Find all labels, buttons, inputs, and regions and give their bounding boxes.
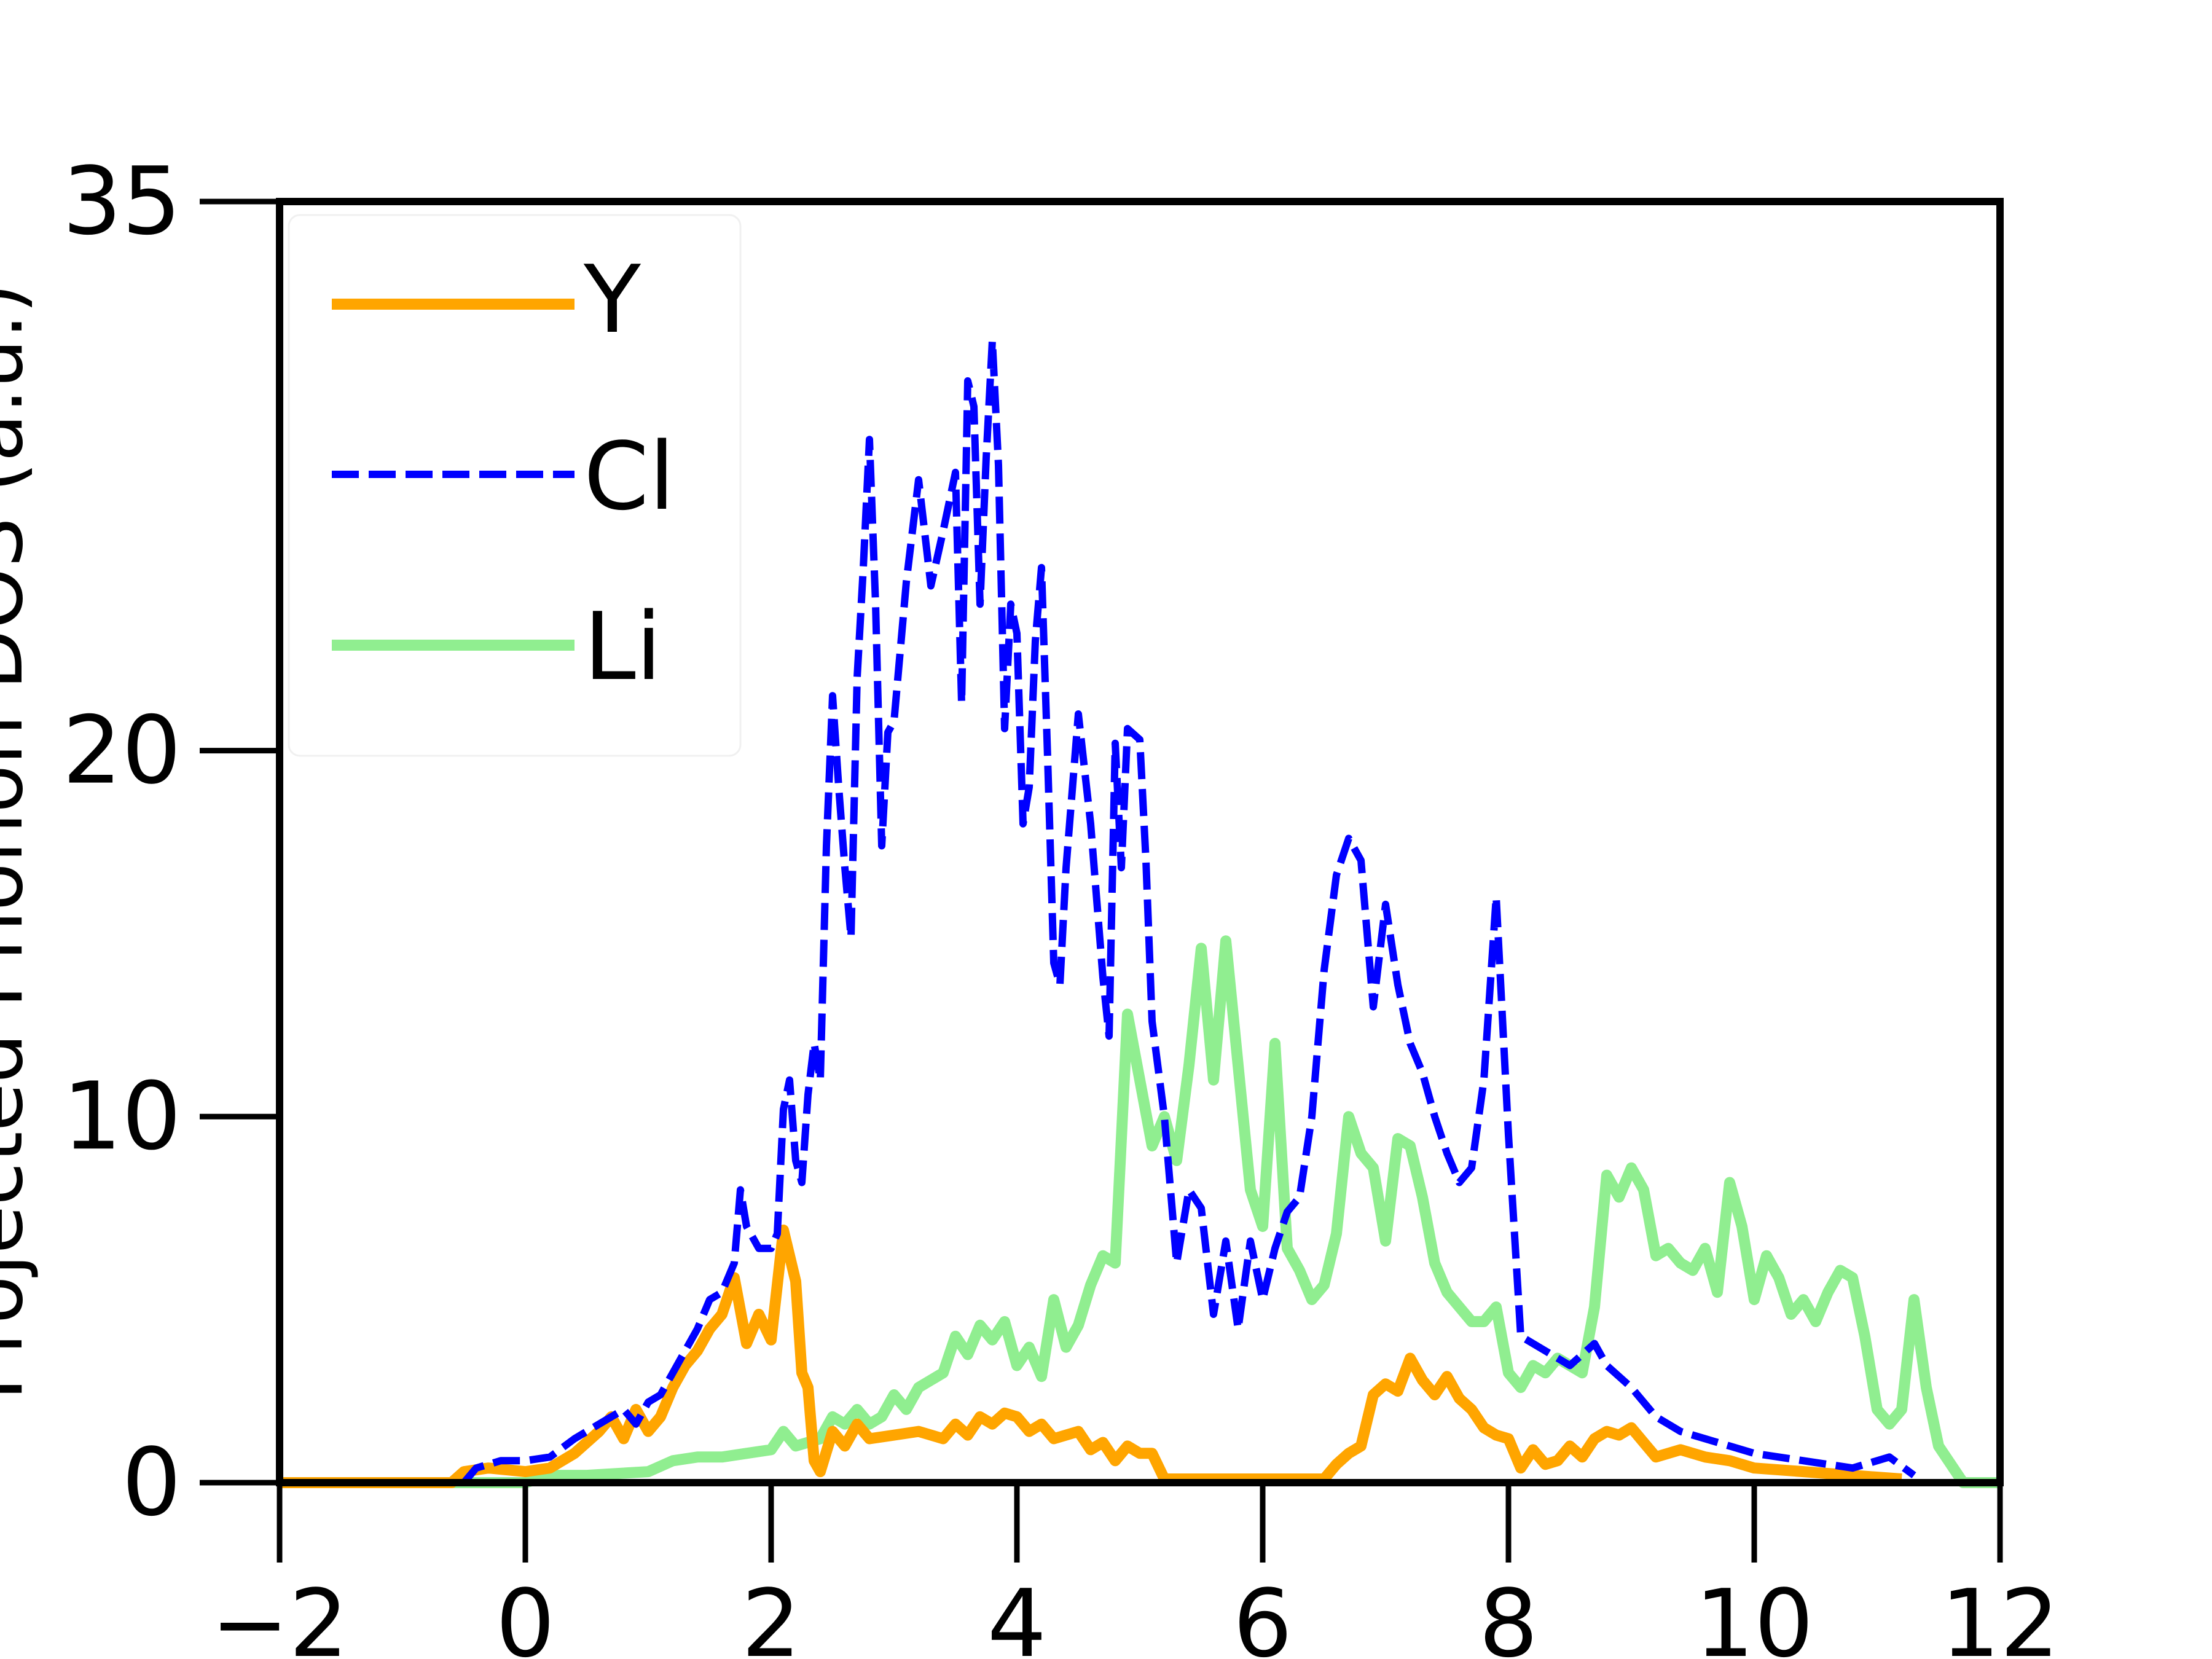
x-tick-label: 4 <box>987 1569 1047 1659</box>
legend-label-cl: Cl <box>584 422 675 531</box>
series-line-cl <box>280 337 1916 1486</box>
y-tick-label: 20 <box>63 696 181 805</box>
x-tick-label: 12 <box>1940 1569 2059 1659</box>
series-layer <box>280 337 2000 1488</box>
legend-label-li: Li <box>584 592 662 701</box>
y-tick-label: 10 <box>63 1062 181 1171</box>
legend-label-y: Y <box>583 245 641 354</box>
x-tick-label: −2 <box>211 1569 348 1659</box>
y-tick-label: 35 <box>63 147 181 256</box>
legend-box <box>288 214 742 757</box>
x-tick-label: 8 <box>1479 1569 1539 1659</box>
legend: Y Cl Li <box>288 214 742 757</box>
x-tick-label: 0 <box>496 1569 555 1659</box>
x-axis: −2 0 2 4 6 8 10 12 <box>211 1483 2060 1659</box>
legend-entry-y: Y <box>332 245 641 354</box>
y-axis-label: Projected Phonon DOS (a.u.) <box>0 283 41 1401</box>
x-tick-label: 10 <box>1695 1569 1813 1659</box>
legend-entry-li: Li <box>332 592 662 701</box>
series-line-li <box>280 935 2000 1488</box>
x-tick-label: 6 <box>1233 1569 1293 1659</box>
y-axis: 0 10 20 35 <box>63 147 280 1537</box>
x-tick-label: 2 <box>742 1569 801 1659</box>
plot-frame <box>276 198 2004 1486</box>
y-tick-label: 0 <box>122 1428 181 1537</box>
series-line-y <box>280 1225 1902 1488</box>
legend-entry-cl: Cl <box>332 422 675 531</box>
